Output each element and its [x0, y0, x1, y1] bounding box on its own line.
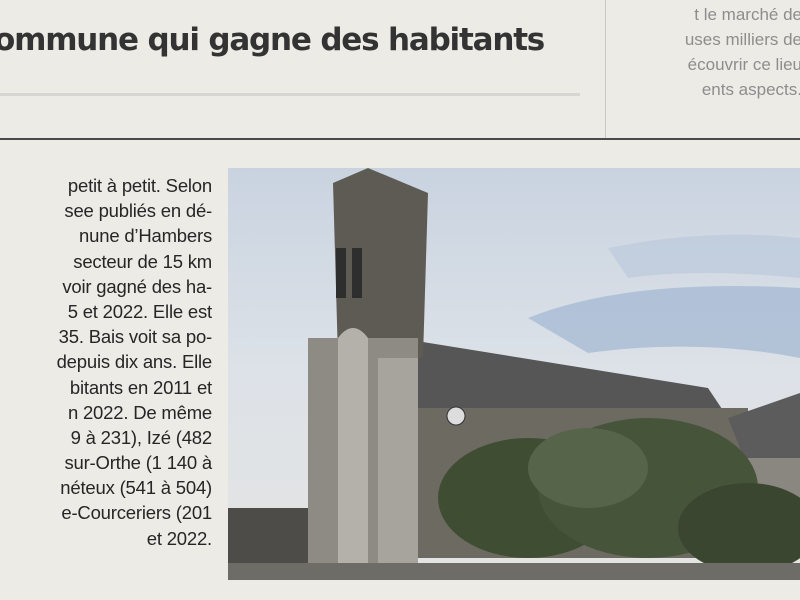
text-line: t le marché de [694, 5, 800, 24]
text-line: écouvrir ce lieu [687, 55, 800, 74]
text-line: nune d’Hambers [79, 225, 212, 247]
text-line: bitants en 2011 et [69, 376, 212, 398]
text-line: petit à petit. Selon [67, 175, 212, 196]
text-line: secteur de 15 km [73, 250, 212, 272]
ground-wall [228, 563, 800, 580]
text-line: depuis dix ans. Elle [56, 351, 213, 373]
text-line: see publiés en dé- [64, 200, 212, 222]
tower-arch [338, 328, 368, 568]
text-line: néteux (541 à 504) [60, 477, 212, 499]
text-line: 9 à 231), Izé (482 [70, 426, 213, 448]
text-line: e-Courceriers (201 [61, 502, 212, 524]
text-line: sur-Orthe (1 140 à [64, 452, 212, 474]
blue-sky-patch [528, 286, 800, 358]
subheading-strip [0, 93, 580, 96]
text-line: uses milliers de [684, 30, 800, 49]
text-line: 5 et 2022. Elle est [67, 300, 213, 322]
text-line: n 2022. De même [67, 401, 212, 423]
text-line: 35. Bais voit sa po- [58, 326, 213, 348]
article-body: petit à petit. Selon see publiés en dé- … [0, 173, 213, 551]
text-line: ents aspects. [701, 80, 800, 99]
column-divider [605, 0, 606, 138]
clock [446, 406, 466, 426]
article-headline: ommune qui gagne des habitants [0, 22, 545, 58]
section-rule [0, 138, 800, 140]
text-line: voir gagné des ha- [62, 275, 212, 297]
text-line: et 2022. [146, 527, 212, 549]
bell-tower-top [333, 168, 428, 358]
adjacent-column-text: t le marché de uses milliers de écouvrir… [612, 2, 800, 102]
church-photo [228, 168, 800, 580]
